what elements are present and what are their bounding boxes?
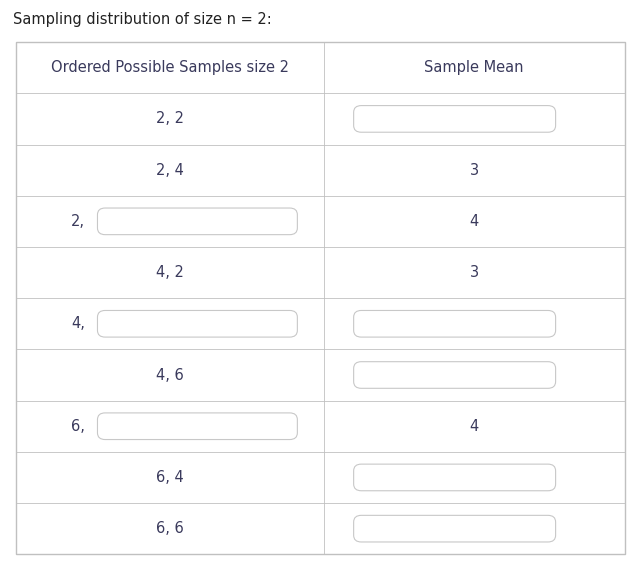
FancyBboxPatch shape [353, 516, 556, 542]
Text: 4: 4 [470, 419, 479, 434]
Text: Ordered Possible Samples size 2: Ordered Possible Samples size 2 [50, 60, 289, 75]
Text: 4,: 4, [72, 316, 85, 332]
Text: 4, 6: 4, 6 [156, 367, 183, 383]
Text: 3: 3 [470, 265, 479, 280]
Text: 6, 4: 6, 4 [156, 470, 183, 485]
Text: 6, 6: 6, 6 [156, 521, 183, 536]
Text: 2, 2: 2, 2 [156, 112, 184, 126]
Text: 4, 2: 4, 2 [156, 265, 183, 280]
FancyBboxPatch shape [353, 362, 556, 388]
FancyBboxPatch shape [353, 464, 556, 491]
FancyBboxPatch shape [353, 105, 556, 132]
FancyBboxPatch shape [98, 310, 297, 337]
Text: 4: 4 [470, 214, 479, 229]
Text: 3: 3 [470, 163, 479, 178]
Text: 2, 4: 2, 4 [156, 163, 183, 178]
FancyBboxPatch shape [98, 208, 297, 234]
FancyBboxPatch shape [98, 413, 297, 439]
Text: Sampling distribution of size n = 2:: Sampling distribution of size n = 2: [13, 12, 272, 27]
Text: Sample Mean: Sample Mean [424, 60, 524, 75]
Text: 6,: 6, [72, 419, 85, 434]
FancyBboxPatch shape [353, 310, 556, 337]
Text: 2,: 2, [72, 214, 86, 229]
